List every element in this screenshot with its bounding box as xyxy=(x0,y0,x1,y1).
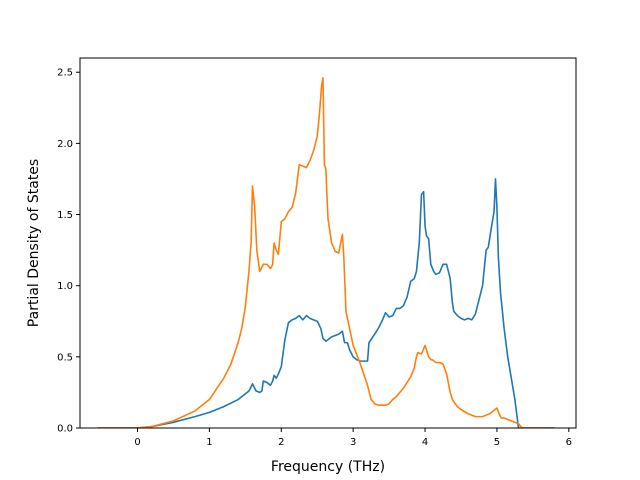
y-tick-label: 1.5 xyxy=(57,210,73,221)
x-tick-label: 6 xyxy=(566,437,572,448)
y-tick-label: 1.0 xyxy=(57,281,73,292)
series-line-1 xyxy=(97,178,556,428)
y-tick-label: 2.0 xyxy=(57,139,73,150)
series-layer xyxy=(97,77,556,428)
x-tick-label: 0 xyxy=(134,437,140,448)
x-tick-label: 3 xyxy=(350,437,356,448)
x-axis-label: Frequency (THz) xyxy=(271,459,385,475)
x-tick-label: 5 xyxy=(494,437,500,448)
plot-area xyxy=(79,57,577,429)
x-axis: 0 1 2 3 4 5 6 xyxy=(134,428,572,448)
series-line-2 xyxy=(97,77,556,428)
y-axis-label: Partial Density of States xyxy=(26,159,42,327)
x-tick-label: 2 xyxy=(278,437,284,448)
y-tick-label: 0.0 xyxy=(57,424,73,435)
y-axis: 0.0 0.5 1.0 1.5 2.0 2.5 xyxy=(57,68,80,435)
y-tick-label: 0.5 xyxy=(57,352,73,363)
axes-frame xyxy=(79,57,577,429)
x-tick-label: 1 xyxy=(206,437,212,448)
x-tick-label: 4 xyxy=(422,437,428,448)
y-tick-label: 2.5 xyxy=(57,68,73,79)
